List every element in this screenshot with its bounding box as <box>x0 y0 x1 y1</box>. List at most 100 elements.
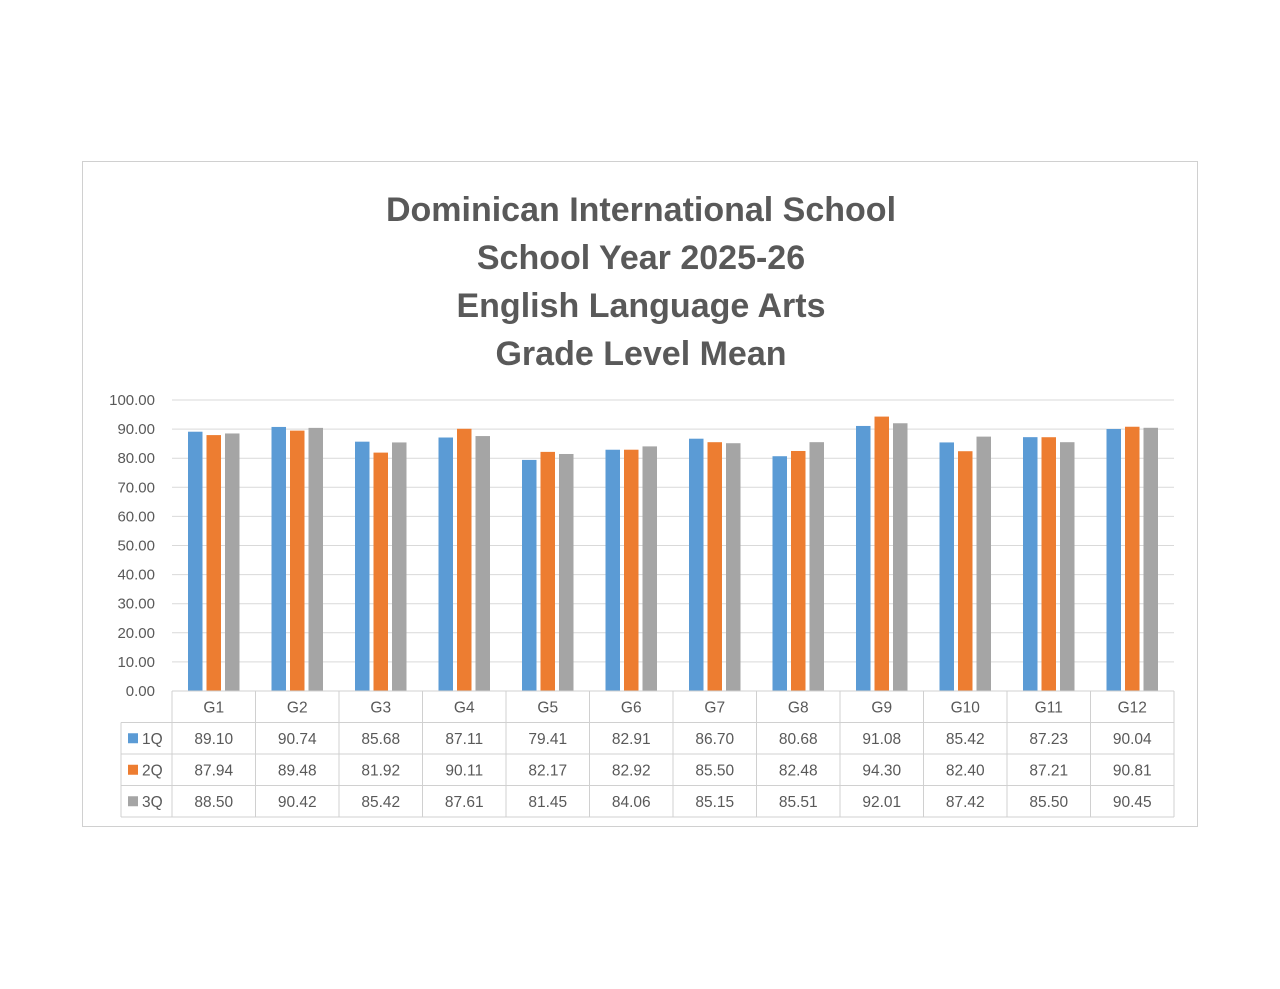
table-value: 85.15 <box>695 794 734 811</box>
bar <box>373 452 388 691</box>
table-value: 87.94 <box>194 762 233 779</box>
x-category-label: G3 <box>370 699 391 716</box>
table-value: 90.42 <box>278 794 317 811</box>
chart-title-line-1: Dominican International School <box>385 191 897 229</box>
table-value: 87.23 <box>1029 731 1068 748</box>
chart-title-line-3: English Language Arts <box>456 287 826 325</box>
table-value: 82.17 <box>528 762 567 779</box>
bar <box>1060 442 1075 691</box>
y-tick-label: 0.00 <box>126 683 155 700</box>
bar <box>1023 437 1038 691</box>
table-value: 86.70 <box>695 731 734 748</box>
bar <box>540 451 555 691</box>
y-tick-label: 40.00 <box>117 567 155 584</box>
bar <box>355 441 370 691</box>
table-value: 81.45 <box>528 794 567 811</box>
table-value: 85.42 <box>361 794 400 811</box>
bar <box>457 428 472 691</box>
legend-swatch <box>128 796 138 807</box>
bar <box>726 443 741 691</box>
bar <box>707 442 722 691</box>
bar <box>438 437 453 691</box>
bar <box>290 430 305 691</box>
bar <box>809 442 824 691</box>
y-tick-label: 90.00 <box>117 421 155 438</box>
table-value: 88.50 <box>194 794 233 811</box>
bar <box>605 449 620 691</box>
bar <box>188 431 203 691</box>
table-value: 87.42 <box>946 794 985 811</box>
bar <box>522 459 537 691</box>
legend-label: 3Q <box>142 794 163 811</box>
table-value: 89.48 <box>278 762 317 779</box>
bar <box>559 453 574 691</box>
bar <box>791 450 806 691</box>
legend-swatch <box>128 764 138 775</box>
table-value: 90.74 <box>278 731 317 748</box>
table-value: 85.50 <box>695 762 734 779</box>
bar <box>874 416 889 691</box>
table-value: 87.21 <box>1029 762 1068 779</box>
x-category-label: G10 <box>951 699 981 716</box>
table-value: 82.91 <box>612 731 651 748</box>
x-category-label: G4 <box>454 699 475 716</box>
y-tick-label: 10.00 <box>117 654 155 671</box>
table-value: 94.30 <box>862 762 901 779</box>
x-category-label: G12 <box>1118 699 1147 716</box>
bar <box>1125 426 1140 691</box>
bar <box>976 436 991 691</box>
bar <box>392 442 407 691</box>
table-value: 79.41 <box>528 731 567 748</box>
table-value: 82.40 <box>946 762 985 779</box>
table-value: 90.81 <box>1113 762 1152 779</box>
table-value: 80.68 <box>779 731 818 748</box>
table-value: 82.92 <box>612 762 651 779</box>
bar <box>1106 428 1121 691</box>
table-value: 91.08 <box>862 731 901 748</box>
x-category-label: G9 <box>871 699 892 716</box>
y-tick-label: 80.00 <box>117 450 155 467</box>
bar <box>271 426 286 691</box>
bar <box>206 435 221 691</box>
chart-title-line-2: School Year 2025-26 <box>476 239 806 277</box>
x-category-label: G8 <box>788 699 809 716</box>
table-value: 89.10 <box>194 731 233 748</box>
legend-label: 2Q <box>142 762 163 779</box>
bar <box>958 451 973 691</box>
x-category-label: G6 <box>621 699 642 716</box>
y-tick-label: 70.00 <box>117 479 155 496</box>
x-category-label: G1 <box>203 699 224 716</box>
legend-label: 1Q <box>142 731 163 748</box>
table-value: 85.42 <box>946 731 985 748</box>
bar <box>772 456 787 691</box>
table-value: 92.01 <box>862 794 901 811</box>
table-value: 87.11 <box>445 731 483 748</box>
chart-frame: Dominican International School School Ye… <box>82 161 1198 827</box>
bar <box>1041 437 1056 691</box>
bar <box>939 442 954 691</box>
chart-title: Dominican International School School Ye… <box>83 186 1199 378</box>
bar <box>642 446 657 691</box>
table-value: 90.45 <box>1113 794 1152 811</box>
table-value: 82.48 <box>779 762 818 779</box>
bar <box>308 427 323 691</box>
x-category-label: G5 <box>537 699 558 716</box>
table-value: 85.50 <box>1029 794 1068 811</box>
table-value: 84.06 <box>612 794 651 811</box>
bar <box>624 449 639 691</box>
bar <box>225 433 240 691</box>
bar <box>893 423 908 691</box>
x-category-label: G7 <box>704 699 725 716</box>
table-value: 81.92 <box>361 762 400 779</box>
legend-swatch <box>128 733 138 744</box>
table-value: 85.51 <box>779 794 818 811</box>
y-tick-label: 20.00 <box>117 625 155 642</box>
x-category-label: G2 <box>287 699 308 716</box>
chart-plot: 0.00 10.00 20.00 30.00 40.00 50.00 60.00 70.00 8… <box>109 392 1175 818</box>
y-tick-label: 100.00 <box>109 392 155 409</box>
table-value: 85.68 <box>361 731 400 748</box>
table-value: 87.61 <box>445 794 484 811</box>
x-category-label: G11 <box>1035 699 1063 716</box>
table-value: 90.04 <box>1113 731 1152 748</box>
table-value: 90.11 <box>445 762 483 779</box>
